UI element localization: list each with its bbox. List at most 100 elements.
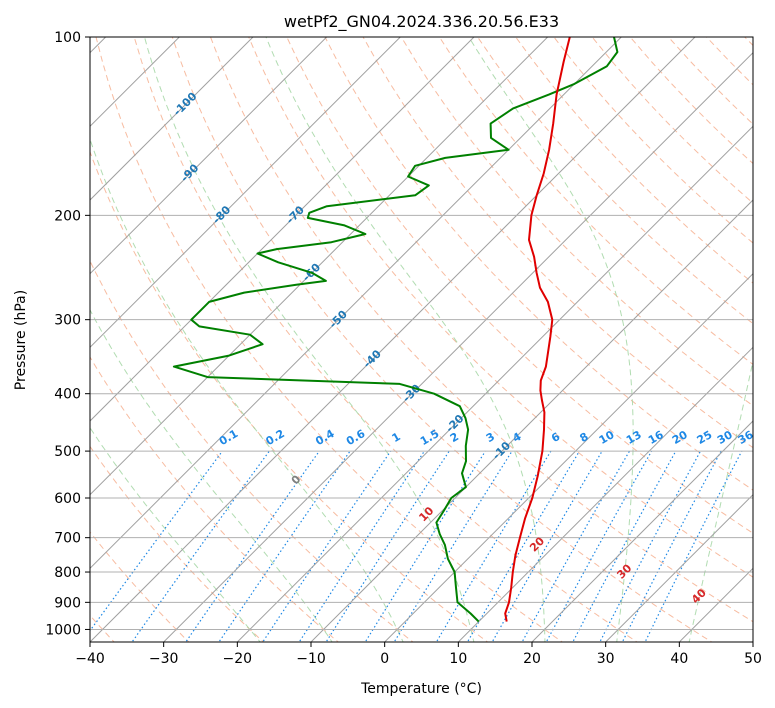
pressure-grid <box>90 37 753 630</box>
background-lines <box>0 10 775 645</box>
x-axis-ticks: −40 −30 −20 −10 0 10 20 30 40 50 <box>75 642 762 667</box>
y-tick-label: 700 <box>54 531 81 547</box>
mixing-ratio-line <box>218 450 351 642</box>
moist-adiabat <box>90 137 404 642</box>
mixing-ratio-line <box>185 450 320 642</box>
mixing-ratio-line <box>599 450 702 642</box>
x-tick-label: 40 <box>670 651 688 667</box>
x-tick-label: 50 <box>744 651 762 667</box>
moist-adiabat <box>90 308 333 642</box>
moist-adiabat <box>468 37 634 642</box>
mixing-ratio-line <box>262 450 392 642</box>
mixing-ratio-label: 10 <box>597 428 617 447</box>
dry-adiabat <box>591 37 753 204</box>
dry-adiabat <box>362 37 753 449</box>
dry-adiabat <box>90 150 489 642</box>
isotherm <box>383 272 753 642</box>
mixing-ratio-label: 13 <box>624 428 644 447</box>
isotherm <box>678 567 753 642</box>
mixing-ratio-line <box>393 450 513 642</box>
y-tick-label: 100 <box>54 30 81 46</box>
mixing-ratio-label: 25 <box>695 428 715 447</box>
mixing-ratio-label: 0.1 <box>217 427 240 448</box>
y-tick-label: 900 <box>54 595 81 611</box>
isotherm <box>457 346 753 642</box>
isotherm <box>0 10 59 645</box>
mixing-ratio-label: 30 <box>715 428 735 447</box>
x-tick-label: 20 <box>523 651 541 667</box>
dry-adiabat <box>744 37 753 47</box>
dry-adiabat <box>629 37 753 165</box>
x-tick-label: 10 <box>449 651 467 667</box>
isotherm <box>90 37 549 496</box>
isotherm-labels: 0.1 0.2 0.4 0.6 1 1.5 2 3 4 6 8 10 13 16 20 25 30 36-100-… <box>171 90 756 607</box>
moist-adiabat-label: 40 <box>689 586 709 606</box>
isotherm <box>90 37 328 275</box>
mixing-ratio-label: 4 <box>510 430 523 445</box>
dry-adiabat <box>705 37 753 86</box>
isotherm <box>90 37 475 422</box>
moist-adiabat <box>265 37 546 642</box>
mixing-ratio-line <box>90 450 223 632</box>
mixing-ratio-line <box>298 450 425 642</box>
isotherm <box>90 37 254 201</box>
y-tick-label: 600 <box>54 491 81 507</box>
moist-adiabat <box>90 426 261 642</box>
mixing-ratio-label: 1 <box>390 430 403 445</box>
mixing-ratio-label: 16 <box>646 428 666 447</box>
isotherm <box>90 37 181 128</box>
dry-adiabat <box>324 37 753 491</box>
dry-adiabat <box>209 37 753 623</box>
mixing-ratio-label: 6 <box>549 430 562 445</box>
x-tick-label: −20 <box>223 651 253 667</box>
mixing-ratio-label: 36 <box>736 428 756 447</box>
mixing-ratio-label: 20 <box>670 428 690 447</box>
isotherm <box>604 493 753 642</box>
y-tick-label: 1000 <box>45 622 81 638</box>
dry-adiabat <box>756 10 775 645</box>
mixing-ratio-label: 0.4 <box>313 427 337 448</box>
chart-title: wetPf2_GN04.2024.336.20.56.E33 <box>284 12 559 32</box>
dry-adiabat <box>95 37 564 642</box>
isotherm <box>531 420 753 642</box>
y-tick-label: 300 <box>54 313 81 329</box>
dewpoint-line <box>172 37 619 623</box>
isotherm <box>90 37 402 349</box>
moist-adiabat-label: 10 <box>416 504 436 524</box>
dry-adiabat <box>438 37 753 366</box>
mixing-ratio-label: 0.2 <box>263 427 286 448</box>
mixing-ratio-line <box>572 450 677 642</box>
x-tick-label: −30 <box>149 651 179 667</box>
dry-adiabat <box>553 37 753 244</box>
moist-adiabat-label: 30 <box>614 561 634 581</box>
mixing-ratio-line <box>364 450 486 642</box>
mixing-ratio-line <box>466 450 580 642</box>
x-axis-title: Temperature (°C) <box>360 681 482 697</box>
dry-adiabat <box>248 37 753 578</box>
mixing-ratio-line <box>621 450 722 642</box>
isotherm <box>310 199 753 642</box>
isotherm-label: -100 <box>171 90 200 119</box>
x-tick-label: 0 <box>380 651 389 667</box>
dry-adiabat <box>90 356 339 642</box>
moist-adiabat <box>761 37 775 644</box>
mixing-ratio-label: 0.6 <box>344 427 368 448</box>
temperature-line <box>504 37 571 622</box>
isotherm <box>90 37 623 570</box>
x-tick-label: −10 <box>296 651 326 667</box>
isotherm-label: -90 <box>178 161 201 184</box>
dry-adiabat <box>400 37 753 407</box>
mixing-ratio-line <box>644 450 743 642</box>
moist-adiabat <box>688 358 753 642</box>
dry-adiabat <box>90 445 265 642</box>
profiles <box>172 37 619 623</box>
isotherm <box>236 125 753 642</box>
isotherm <box>162 51 753 642</box>
y-tick-label: 400 <box>54 387 81 403</box>
x-tick-label: −40 <box>75 651 105 667</box>
isotherm <box>90 37 696 642</box>
plot-frame <box>89 36 754 643</box>
y-tick-label: 500 <box>54 444 81 460</box>
dry-adiabat <box>286 37 753 534</box>
mixing-ratio-line <box>325 450 450 642</box>
